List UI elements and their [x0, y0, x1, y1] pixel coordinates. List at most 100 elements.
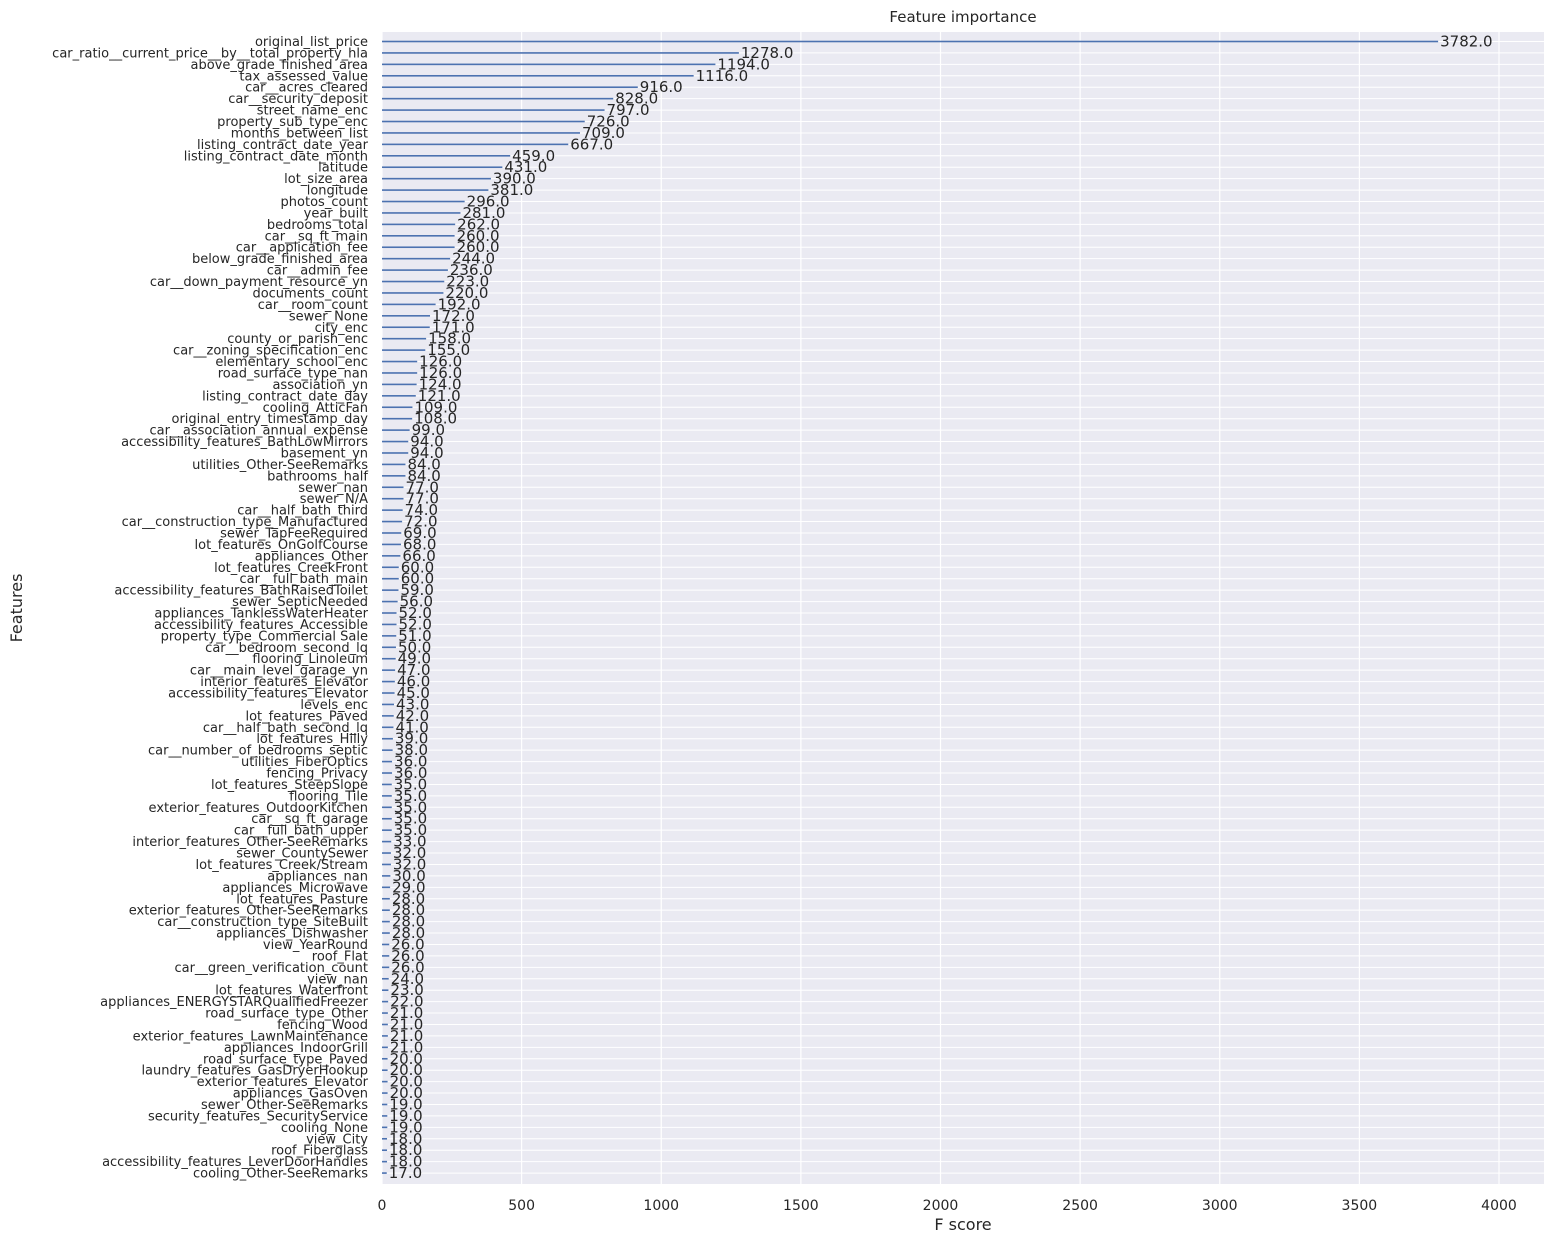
value-label: 171.0 [432, 318, 475, 336]
y-tick-label: year_built [304, 206, 368, 221]
y-tick-label: car__acres_cleared [245, 81, 368, 96]
y-tick-label: security_features_SecurityService [148, 1109, 368, 1124]
value-label: 45.0 [397, 684, 430, 702]
y-tick-label: lot_features_Waterfront [215, 984, 368, 999]
value-label: 36.0 [394, 764, 427, 782]
value-label: 828.0 [615, 90, 658, 108]
bar [382, 155, 511, 157]
y-tick-label: fencing_Wood [277, 1018, 368, 1033]
bar [382, 63, 716, 66]
y-tick-label: accessibility_features_BathRaisedToilet [114, 584, 368, 599]
bar [382, 40, 1439, 43]
x-tick-label: 2500 [1062, 1198, 1098, 1214]
value-label: 28.0 [392, 901, 425, 919]
bar [382, 280, 445, 283]
y-tick-label: flooring_Tile [289, 789, 368, 804]
value-label: 19.0 [389, 1118, 422, 1136]
bar [382, 909, 390, 911]
bar [382, 772, 393, 774]
bar [382, 532, 402, 534]
value-label: 20.0 [390, 1084, 423, 1102]
y-tick-label: bedrooms_total [267, 218, 368, 233]
y-tick-label: cooling_AtticFan [263, 401, 368, 416]
y-tick-label: accessibility_features_BathLowMirrors [121, 435, 368, 450]
value-label: 66.0 [402, 547, 435, 565]
y-tick-label: interior_features_Other-SeeRemarks [132, 835, 368, 850]
bar [382, 943, 390, 946]
bar [382, 989, 389, 991]
y-tick-label: original_list_price [255, 35, 368, 50]
value-label: 3782.0 [1440, 33, 1493, 51]
y-tick-label: accessibility_features_Elevator [168, 687, 369, 702]
value-label: 43.0 [396, 695, 429, 713]
value-label: 42.0 [396, 707, 429, 725]
bar [382, 417, 413, 420]
y-tick-label: view_City [306, 1132, 368, 1147]
bar [382, 486, 404, 489]
value-label: 29.0 [392, 878, 425, 896]
bar [382, 852, 391, 854]
plot-area [382, 32, 1544, 1184]
value-label: 192.0 [438, 295, 481, 313]
value-label: 94.0 [410, 444, 443, 462]
value-label: 41.0 [395, 718, 428, 736]
bar [382, 1057, 388, 1060]
y-tick-label: basement_yn [281, 446, 368, 461]
y-tick-label: lot_features_CreekFront [214, 561, 368, 576]
value-label: 35.0 [394, 810, 427, 828]
y-tick-label: lot_features_Hilly [256, 732, 368, 747]
value-label: 19.0 [389, 1107, 422, 1125]
bar [382, 886, 391, 889]
bar [382, 692, 395, 694]
y-tick-label: flooring_Linoleum [252, 652, 368, 667]
bar [382, 1115, 388, 1117]
bar [382, 292, 444, 294]
value-label: 59.0 [400, 581, 433, 599]
x-tick-labels: 0 500 1000 1500 2000 2500 3000 3500 4000 [378, 1198, 1517, 1214]
y-tick-label: car__construction_type_SiteBuilt [157, 915, 368, 930]
y-tick-label: longitude [307, 184, 368, 199]
value-label: 26.0 [391, 958, 424, 976]
value-label: 60.0 [401, 570, 434, 588]
bar [382, 623, 397, 626]
bar [382, 1149, 388, 1152]
y-tick-label: utilities_Other-SeeRemarks [192, 458, 368, 473]
bar [382, 166, 503, 169]
y-tick-label: latitude [318, 161, 368, 176]
value-label: 68.0 [403, 535, 436, 553]
value-label: 23.0 [390, 981, 423, 999]
y-tick-label: accessibility_features_LeverDoorHandles [102, 1155, 368, 1170]
value-label: 52.0 [399, 615, 432, 633]
bar [382, 349, 426, 351]
bar [382, 1023, 388, 1026]
value-label: 84.0 [407, 467, 440, 485]
y-tick-label: listing_contract_date_month [184, 149, 368, 164]
value-label: 28.0 [392, 913, 425, 931]
y-tick-label: months_between_list [231, 126, 368, 141]
bar [382, 429, 410, 431]
bar [382, 600, 398, 603]
y-tick-label: sewer_Other-SeeRemarks [201, 1098, 368, 1113]
bar [382, 1126, 388, 1129]
y-tick-label: photos_count [281, 195, 368, 210]
bar [382, 669, 396, 671]
y-tick-label: road_surface_type_nan [218, 366, 368, 381]
value-label: 281.0 [462, 204, 505, 222]
y-tick-label: roof_Flat [312, 949, 368, 964]
value-label: 20.0 [390, 1073, 423, 1091]
y-tick-label: car__sq_ft_garage [251, 812, 368, 827]
value-label: 32.0 [393, 855, 426, 873]
bar [382, 360, 418, 363]
bar [382, 589, 399, 591]
y-tick-label: above_grade_finished_area [191, 58, 368, 73]
bar [382, 1080, 388, 1083]
y-tick-label: exterior_features_Other-SeeRemarks [129, 904, 368, 919]
bar [382, 372, 418, 374]
bar [382, 897, 390, 900]
y-tick-label: appliances_IndoorGrill [224, 1041, 368, 1056]
bar [382, 612, 397, 614]
y-tick-label: county_or_parish_enc [227, 332, 368, 347]
bar [382, 829, 392, 831]
value-label: 46.0 [397, 673, 430, 691]
bar [382, 840, 392, 843]
